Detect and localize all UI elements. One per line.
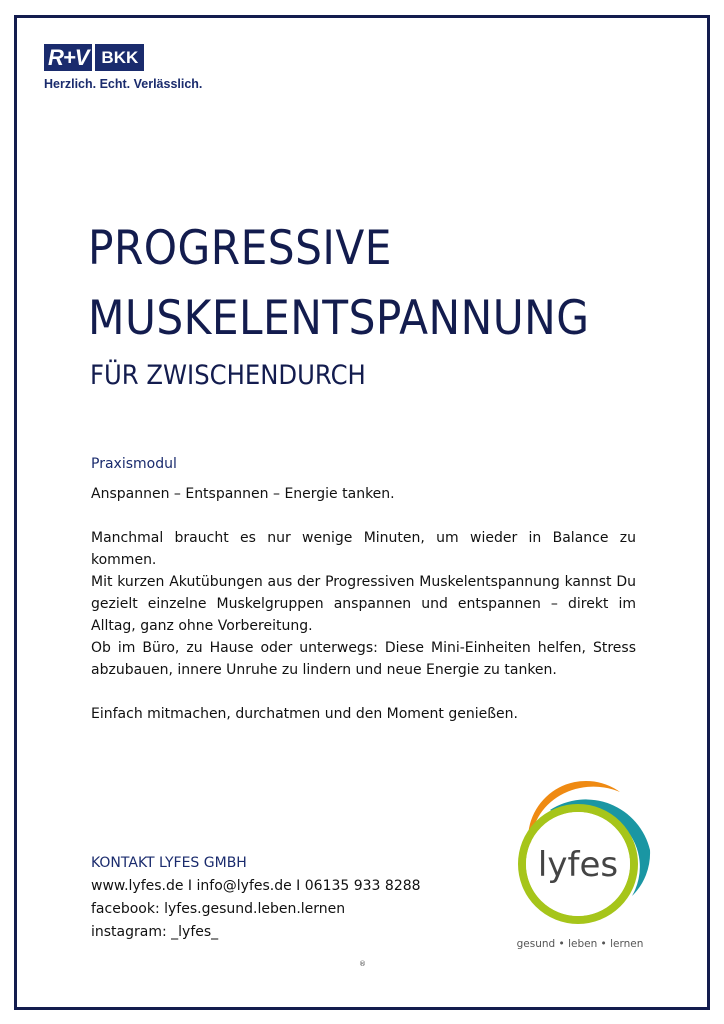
contact-heading: KONTAKT LYFES GMBH	[91, 855, 247, 871]
lyfes-tagline: gesund • leben • lernen	[517, 938, 644, 950]
paragraph: Ob im Büro, zu Hause oder unterwegs: Die…	[91, 640, 636, 678]
title-line-2: MUSKELENTSPANNUNG	[88, 291, 590, 346]
rv-bkk-logo: R+V BKK Herzlich. Echt. Verlässlich.	[44, 44, 202, 91]
title-line-1: PROGRESSIVE	[88, 221, 392, 276]
module-label: Praxismodul	[91, 456, 177, 472]
subtitle: FÜR ZWISCHENDURCH	[90, 360, 366, 391]
teal-arc	[550, 799, 651, 896]
page-title: PROGRESSIVE MUSKELENTSPANNUNG	[88, 214, 589, 354]
registered-mark: ®	[359, 960, 366, 968]
closing: Einfach mitmachen, durchatmen und den Mo…	[91, 706, 518, 722]
rv-logo-mark: R+V	[44, 44, 93, 71]
bkk-logo-badge: BKK	[95, 44, 145, 71]
slogan: Herzlich. Echt. Verlässlich.	[44, 77, 203, 91]
paragraph: Manchmal braucht es nur wenige Minuten, …	[91, 530, 636, 568]
orange-arc	[527, 780, 620, 850]
lyfes-wordmark: lyfes	[538, 845, 618, 885]
lyfes-logo: lyfes gesund • leben • lernen	[517, 780, 651, 950]
intro: Anspannen – Entspannen – Energie tanken.	[91, 486, 395, 502]
contact-facebook[interactable]: facebook: lyfes.gesund.leben.lernen	[91, 901, 346, 917]
contact-instagram[interactable]: instagram: _lyfes_	[91, 924, 219, 940]
contact-block: KONTAKT LYFES GMBH www.lyfes.de I info@l…	[91, 852, 421, 944]
paragraph: Mit kurzen Akutübungen aus der Progressi…	[91, 574, 636, 634]
contact-web-mail-phone[interactable]: www.lyfes.de I info@lyfes.de I 06135 933…	[91, 878, 421, 894]
body-text: Anspannen – Entspannen – Energie tanken.…	[91, 483, 636, 725]
page-border	[14, 15, 710, 1010]
green-ring	[518, 804, 638, 924]
